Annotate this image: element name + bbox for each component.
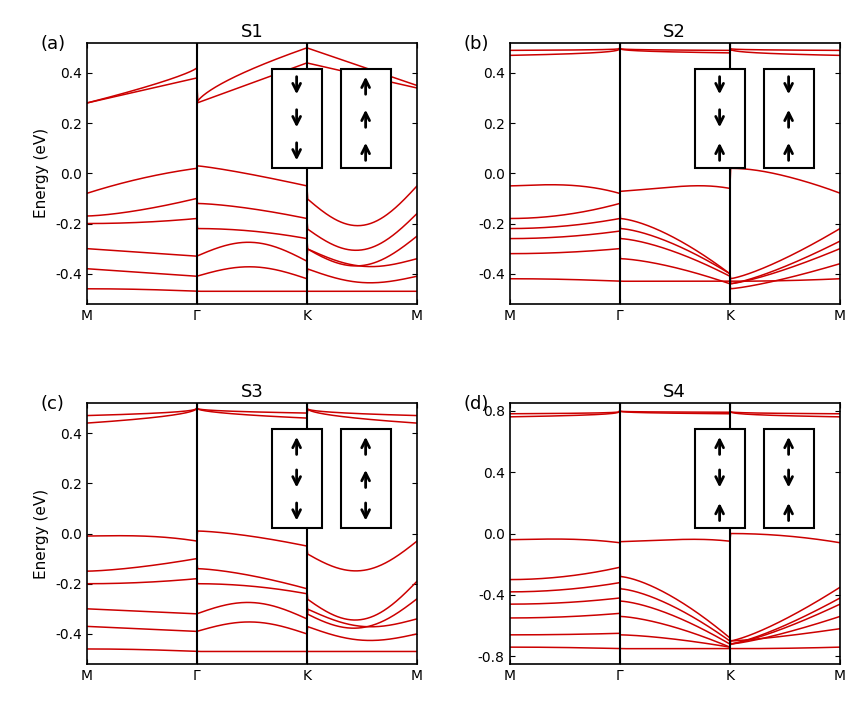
Text: (c): (c) (41, 395, 64, 413)
Title: S1: S1 (241, 24, 263, 41)
Text: (a): (a) (41, 35, 66, 53)
Title: S4: S4 (663, 383, 686, 401)
Bar (764, 429, 813, 528)
Bar (272, 429, 321, 528)
Bar (340, 69, 391, 168)
Bar (272, 69, 321, 168)
Y-axis label: Energy (eV): Energy (eV) (35, 488, 49, 578)
Y-axis label: Energy (eV): Energy (eV) (35, 129, 49, 218)
Bar (695, 429, 745, 528)
Title: S2: S2 (663, 24, 686, 41)
Bar (764, 69, 813, 168)
Bar (695, 69, 745, 168)
Text: (b): (b) (463, 35, 488, 53)
Text: (d): (d) (463, 395, 488, 413)
Title: S3: S3 (241, 383, 263, 401)
Bar (340, 429, 391, 528)
